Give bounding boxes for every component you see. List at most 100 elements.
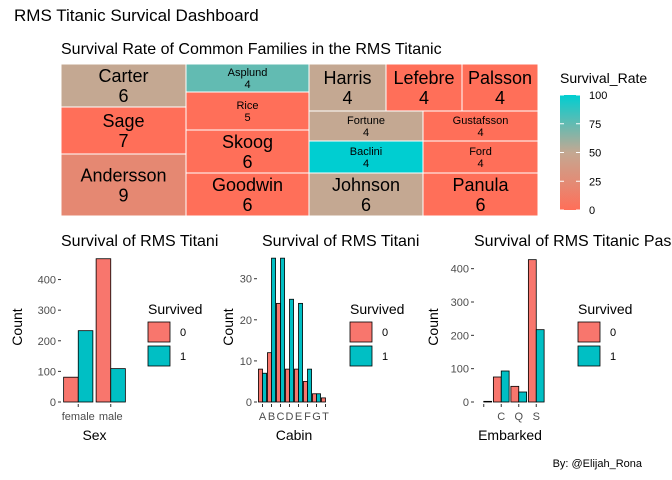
treemap-tile-family: Fortune <box>347 115 385 127</box>
bar <box>285 368 290 403</box>
bar <box>110 368 126 403</box>
legend-key <box>349 345 373 367</box>
treemap-tile-family: Johnson <box>332 175 400 195</box>
bar <box>510 385 520 403</box>
treemap-tile-count: 7 <box>118 131 128 151</box>
x-tick-label: male <box>99 411 123 423</box>
legend-key <box>577 345 601 367</box>
bar-panel-title: Survival of RMS Titanic Passengers by Ca… <box>262 233 584 250</box>
x-tick-label: S <box>533 411 540 423</box>
y-tick-label: 200 <box>38 336 56 348</box>
author-credit: By: @Elijah_Rona <box>552 458 642 470</box>
treemap-tile-count: 4 <box>363 127 369 139</box>
legend-key <box>577 321 601 343</box>
treemap-tile-family: Panula <box>452 175 509 195</box>
treemap-tile-rect <box>308 63 387 112</box>
treemap-tile-rect <box>385 63 463 112</box>
legend-title: Survived <box>350 301 404 317</box>
survived-legend: Survived 0 1 <box>147 301 202 367</box>
treemap-title: Survival Rate of Common Families in the … <box>61 41 442 58</box>
survived-legend: Survived 0 1 <box>577 301 632 367</box>
y-axis-title: Count <box>9 308 25 345</box>
x-tick-label: C <box>497 411 505 423</box>
treemap-tile-family: Palsson <box>468 68 532 88</box>
y-tick-label: 200 <box>451 330 469 342</box>
x-tick-label: B <box>268 411 275 423</box>
treemap-tile-count: 6 <box>118 86 128 106</box>
y-tick-label: 30 <box>240 274 252 286</box>
bar <box>500 370 510 403</box>
x-axis-title: Cabin <box>276 427 313 443</box>
y-tick-label: 10 <box>240 356 252 368</box>
legend-key <box>147 345 171 367</box>
treemap-tile-rect <box>308 172 424 217</box>
bar <box>316 393 321 403</box>
treemap-tile-family: Asplund <box>228 67 268 79</box>
y-tick-label: 20 <box>240 315 252 327</box>
treemap-tile-family: Ford <box>469 146 492 158</box>
treemap-tile-family: Rice <box>236 100 258 112</box>
bar <box>294 368 299 403</box>
treemap-tile-count: 4 <box>495 88 505 108</box>
bar <box>307 368 312 403</box>
treemap-tile-family: Goodwin <box>212 175 283 195</box>
x-tick-label: F <box>304 411 311 423</box>
treemap-tile-count: 6 <box>361 195 371 215</box>
y-tick-label: 300 <box>451 297 469 309</box>
legend-label: 0 <box>180 327 186 339</box>
treemap-tile-rect <box>185 91 310 131</box>
treemap-tile-count: 9 <box>118 185 128 205</box>
bar <box>303 381 308 403</box>
treemap-tile-count: 5 <box>244 112 250 124</box>
legend-label: 1 <box>382 351 388 363</box>
bar <box>271 257 276 403</box>
bar <box>258 368 263 403</box>
bar <box>280 257 285 403</box>
bar <box>535 329 545 403</box>
y-tick-label: 100 <box>451 364 469 376</box>
bar <box>321 397 326 403</box>
legend-break-label: 50 <box>589 148 601 160</box>
legend-key <box>147 321 171 343</box>
bar-panel-title: Survival of RMS Titanic Passengers by Se… <box>61 233 369 250</box>
legend-label: 1 <box>180 351 186 363</box>
treemap-tile-rect <box>422 172 539 217</box>
treemap-tile-family: Skoog <box>222 132 273 152</box>
bar-panel-title: Survival of RMS Titanic Passengers by Em… <box>474 233 672 250</box>
treemap-tile-family: Baclini <box>350 146 382 158</box>
legend-key <box>349 321 373 343</box>
bar <box>77 330 94 403</box>
treemap-tile-count: 4 <box>363 158 369 170</box>
treemap-tile-rect <box>308 140 424 174</box>
treemap-tile-family: Lefebre <box>393 68 454 88</box>
treemap-tile-count: 4 <box>342 88 352 108</box>
y-tick-label: 0 <box>50 397 56 409</box>
bar <box>312 393 317 403</box>
legend-label: 0 <box>382 327 388 339</box>
y-tick-label: 100 <box>38 366 56 378</box>
legend-break-label: 25 <box>589 176 601 188</box>
treemap-tile-count: 4 <box>477 127 483 139</box>
x-tick-label: A <box>259 411 267 423</box>
x-tick-label: E <box>295 411 302 423</box>
legend-break-label: 75 <box>589 119 601 131</box>
treemap-tile-family: Andersson <box>80 165 166 185</box>
treemap-tile-count: 4 <box>419 88 429 108</box>
treemap-tile-count: 6 <box>475 195 485 215</box>
bar <box>262 372 267 403</box>
treemap-tile-rect <box>185 129 310 174</box>
legend-label: 0 <box>610 327 616 339</box>
y-axis-title: Count <box>220 308 236 345</box>
treemap-tile-rect <box>422 110 539 142</box>
